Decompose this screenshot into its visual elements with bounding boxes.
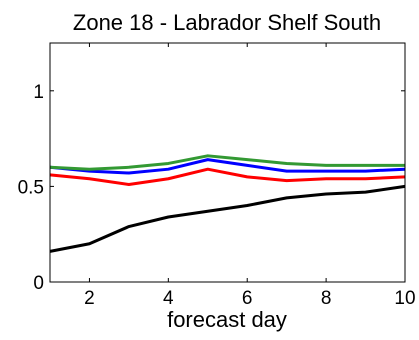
y-tick-label: 1 <box>33 82 44 103</box>
tick-layer: 2 4 6 8 10 0 0.5 1 <box>18 43 416 309</box>
plot-frame <box>49 42 406 283</box>
x-tick-label: 4 <box>163 288 174 309</box>
chart-title: Zone 18 - Labrador Shelf South <box>73 10 381 35</box>
x-tick-label: 2 <box>84 288 95 309</box>
series-line-3 <box>49 158 406 175</box>
x-tick-label: 6 <box>242 288 253 309</box>
x-tick-label: 8 <box>321 288 332 309</box>
series-layer <box>49 154 406 253</box>
series-line-1 <box>49 184 406 253</box>
y-tick-label: 0 <box>33 273 44 294</box>
x-tick-label: 10 <box>394 288 415 309</box>
x-axis-label: forecast day <box>167 307 287 332</box>
series-line-2 <box>49 167 406 186</box>
series-line-4 <box>49 154 405 171</box>
y-tick-label: 0.5 <box>18 177 44 198</box>
